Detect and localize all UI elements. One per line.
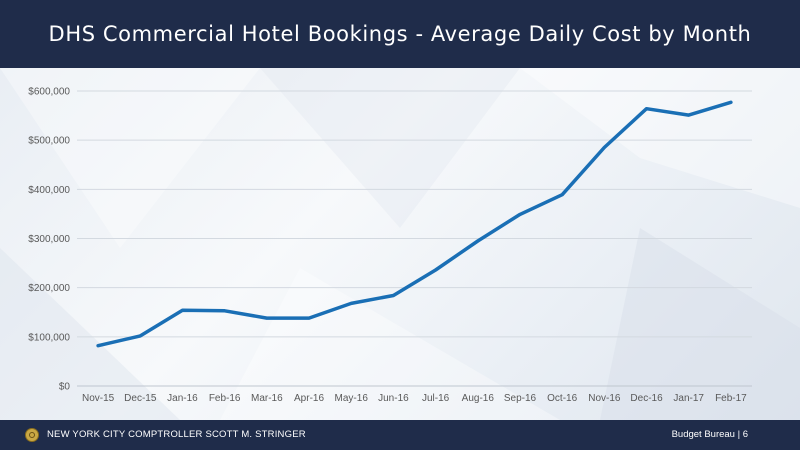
x-tick-label: Nov-15: [82, 393, 115, 404]
x-tick-label: Jun-16: [378, 393, 409, 404]
y-tick-label: $500,000: [28, 136, 70, 147]
y-tick-label: $100,000: [28, 332, 70, 343]
x-tick-label: Sep-16: [504, 393, 537, 404]
x-tick-label: Apr-16: [294, 393, 324, 404]
y-tick-label: $600,000: [28, 87, 70, 98]
y-tick-label: $200,000: [28, 283, 70, 294]
x-tick-label: Jan-16: [167, 393, 198, 404]
x-tick-label: Dec-16: [630, 393, 663, 404]
y-tick-label: $300,000: [28, 234, 70, 245]
x-tick-label: May-16: [335, 393, 369, 404]
line-chart: $0 $100,000 $200,000 $300,000 $400,000 $500,0…: [0, 68, 800, 420]
chart-area: $0 $100,000 $200,000 $300,000 $400,000 $500,0…: [0, 68, 800, 420]
x-tick-label: Nov-16: [588, 393, 621, 404]
x-tick-label: Mar-16: [251, 393, 283, 404]
x-tick-label: Aug-16: [462, 393, 495, 404]
x-tick-label: Feb-16: [209, 393, 241, 404]
series-line: [96, 100, 733, 348]
y-axis-tick-labels: $0 $100,000 $200,000 $300,000 $400,000 $500,0…: [28, 87, 70, 393]
slide-footer: NEW YORK CITY COMPTROLLER SCOTT M. STRIN…: [0, 420, 800, 450]
footer-page-info: Budget Bureau | 6: [671, 429, 748, 440]
gridlines: [77, 90, 752, 387]
x-tick-label: Jan-17: [673, 393, 704, 404]
series-lines: [96, 100, 733, 348]
y-tick-label: $0: [59, 382, 71, 393]
x-tick-label: Oct-16: [547, 393, 577, 404]
background-pattern: [0, 68, 800, 420]
slide-header: DHS Commercial Hotel Bookings - Average …: [0, 0, 800, 68]
city-seal-icon: [25, 428, 39, 442]
y-tick-label: $400,000: [28, 185, 70, 196]
x-axis-tick-labels: Nov-15 Dec-15 Jan-16 Feb-16 Mar-16 Apr-16 May-…: [82, 393, 747, 404]
footer-organization: NEW YORK CITY COMPTROLLER SCOTT M. STRIN…: [47, 429, 306, 440]
x-tick-label: Jul-16: [422, 393, 450, 404]
x-tick-label: Feb-17: [715, 393, 747, 404]
chart-title: DHS Commercial Hotel Bookings - Average …: [48, 22, 752, 46]
x-tick-label: Dec-15: [124, 393, 157, 404]
